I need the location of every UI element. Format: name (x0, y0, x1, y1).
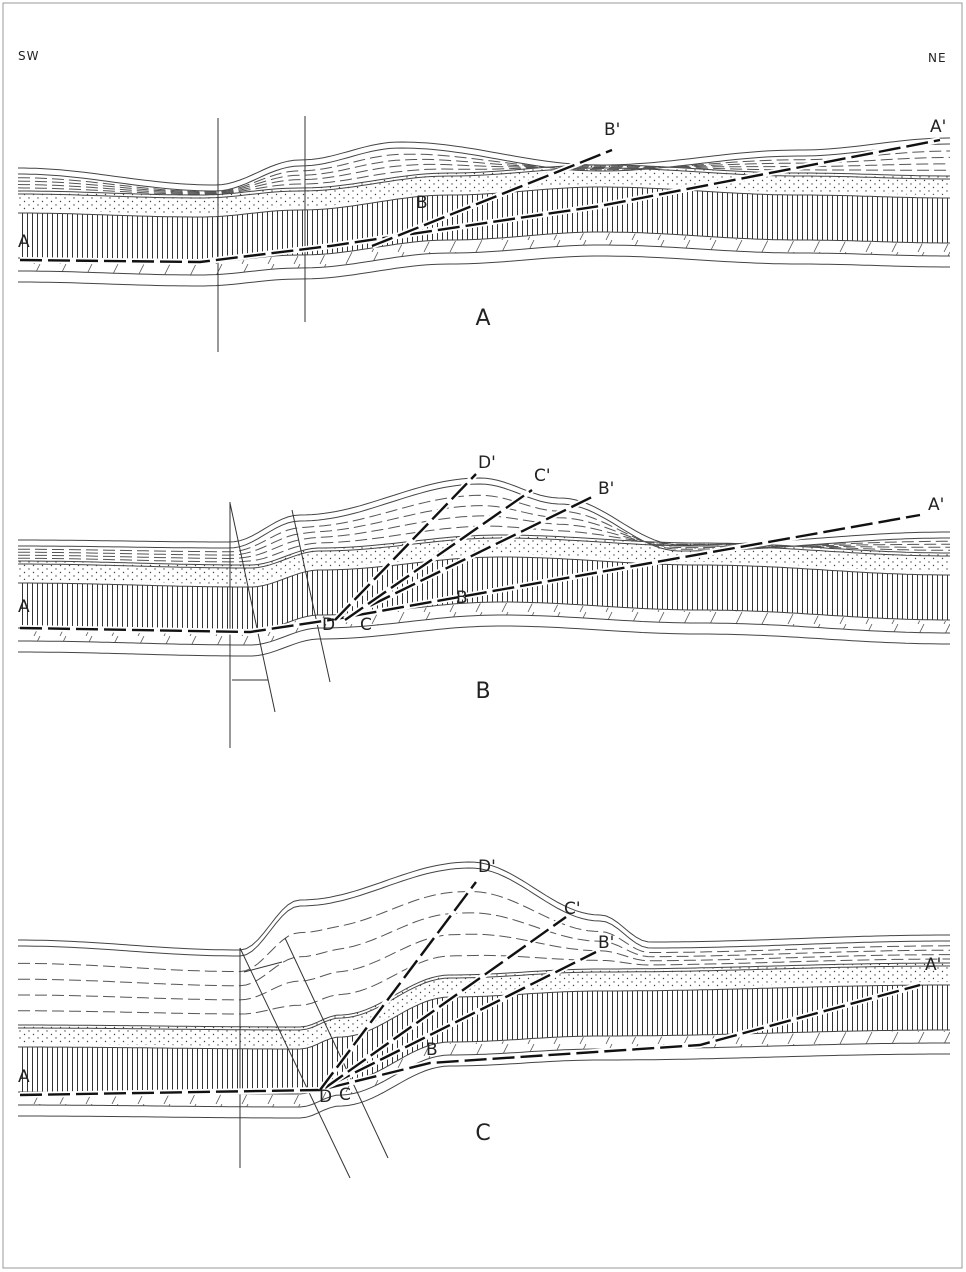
point-label: C (339, 1085, 351, 1105)
point-label: B (456, 588, 468, 608)
point-label: A' (930, 117, 946, 137)
corner-label-left: SW (18, 49, 39, 63)
point-label: D' (478, 453, 496, 473)
panel-caption: B (475, 679, 490, 704)
point-label: A (18, 597, 30, 617)
point-label: A' (925, 955, 941, 975)
layer-boundary (18, 868, 950, 956)
point-label: B' (598, 933, 614, 953)
point-label: C (360, 615, 372, 635)
panel-caption: C (475, 1121, 490, 1146)
point-label: B (416, 193, 428, 213)
panel-caption: A (475, 306, 490, 331)
shale-dash-line (18, 892, 950, 972)
point-label: C' (534, 466, 551, 486)
point-label: B' (604, 120, 620, 140)
point-label: A (18, 232, 30, 252)
point-label: C' (564, 899, 581, 919)
point-label: B (426, 1040, 438, 1060)
figure: SW NE A A' B B' A A A' B B' C C' D D' B A A' B B' C C' D D' C (0, 0, 966, 1272)
point-label: D (322, 615, 335, 635)
point-label: D (319, 1087, 332, 1107)
point-label: A' (928, 495, 944, 515)
point-label: B' (598, 479, 614, 499)
corner-label-right: NE (928, 51, 947, 65)
point-label: D' (478, 857, 496, 877)
point-label: A (18, 1067, 30, 1087)
